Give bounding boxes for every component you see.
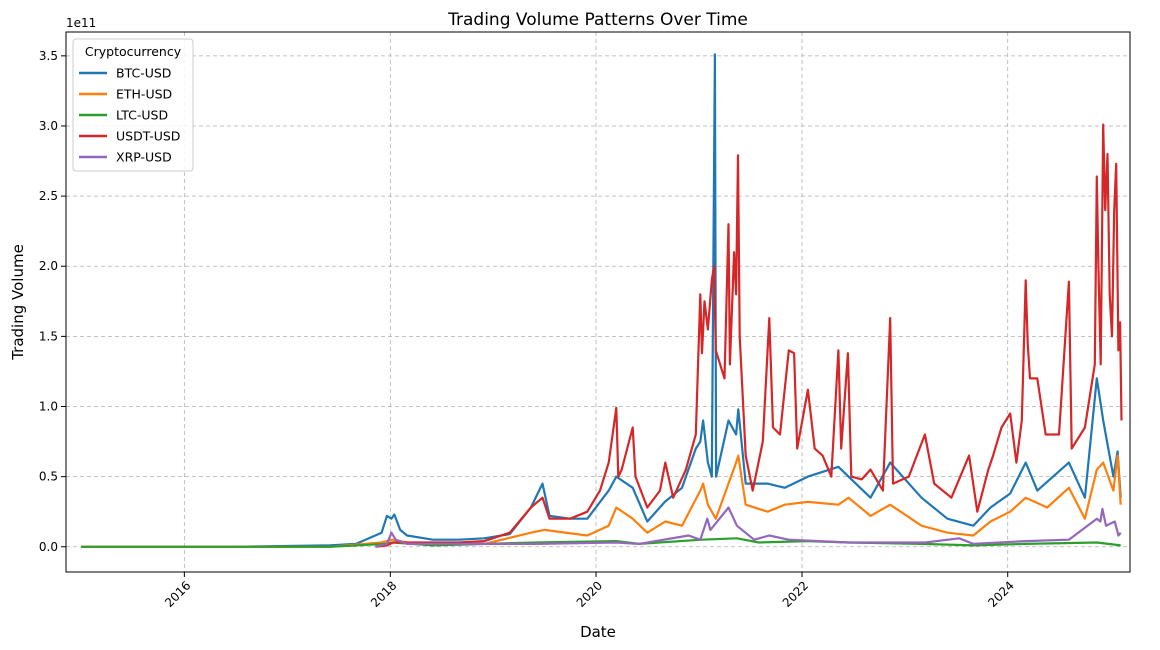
y-tick-label: 1.0 — [39, 399, 58, 413]
legend-label: LTC-USD — [116, 108, 168, 123]
legend-label: BTC-USD — [116, 66, 171, 81]
y-axis-label: Trading Volume — [9, 244, 27, 361]
y-tick-label: 0.5 — [39, 470, 58, 484]
series-line-eth-usd — [81, 454, 1122, 548]
legend-label: USDT-USD — [116, 129, 180, 144]
series-line-btc-usd — [81, 53, 1122, 548]
series-line-xrp-usd — [375, 506, 1122, 548]
y-tick-label: 2.0 — [39, 259, 58, 273]
series-line-usdt-usd — [375, 123, 1123, 548]
legend: Cryptocurrency BTC-USD ETH-USD LTC-USD USDT… — [72, 38, 194, 172]
chart-title: Trading Volume Patterns Over Time — [447, 10, 748, 30]
series-lines — [81, 53, 1123, 548]
legend-label: XRP-USD — [116, 150, 172, 165]
y-axis-offset-label: 1e11 — [66, 16, 96, 30]
plot-frame — [65, 31, 1131, 573]
y-tick-label: 2.5 — [39, 189, 58, 203]
legend-title: Cryptocurrency — [85, 44, 182, 59]
y-tick-label: 3.0 — [39, 119, 58, 133]
y-tick-label: 3.5 — [39, 49, 58, 63]
y-tick-label: 0.0 — [39, 540, 58, 554]
x-axis-label: Date — [580, 623, 616, 641]
legend-label: ETH-USD — [116, 87, 172, 102]
legend-items: BTC-USD ETH-USD LTC-USD USDT-USD XRP-USD — [79, 66, 180, 165]
y-tick-label: 1.5 — [39, 329, 58, 343]
